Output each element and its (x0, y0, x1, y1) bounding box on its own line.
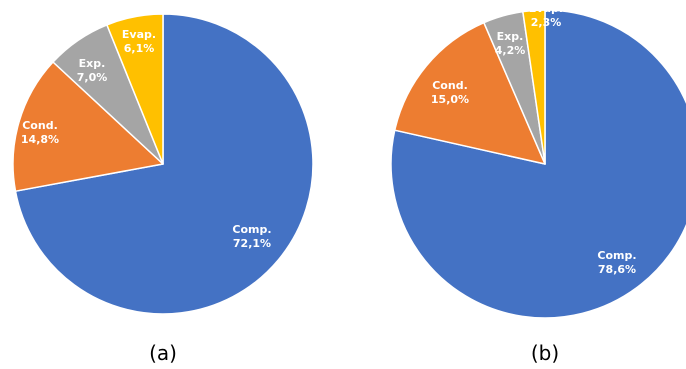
slice-label-comp: Comp. (232, 223, 271, 236)
pie-slice-evap (522, 9, 546, 165)
slice-value-comp: 78,6% (598, 263, 636, 276)
slice-label-evap: Evap. (122, 28, 156, 41)
slice-label-cond: Cond. (22, 119, 58, 132)
slice-label-evap: Evap. (529, 2, 563, 15)
pie-slice-comp (390, 9, 686, 319)
pie-chart-b: Comp.78,6% Cond.15,0% Exp.4,2% Evap.2,3% (390, 2, 686, 319)
caption-a: (a) (149, 341, 177, 365)
slice-label-exp: Exp. (497, 30, 524, 43)
pie-chart-a: Comp.72,1% Cond.14,8% Exp.7,0% Evap.6,1% (12, 13, 314, 315)
pie-slice-cond (12, 61, 164, 192)
slice-value-cond: 14,8% (21, 133, 59, 146)
slice-label-exp: Exp. (79, 57, 106, 70)
pie-slice-evap (106, 13, 164, 165)
slice-value-exp: 7,0% (77, 71, 108, 84)
pie-slice-cond (394, 21, 546, 165)
caption-b: (b) (531, 341, 559, 365)
slice-value-cond: 15,0% (431, 93, 469, 106)
pie-slice-comp (14, 13, 314, 315)
slice-value-evap: 6,1% (124, 42, 155, 55)
slice-value-comp: 72,1% (233, 237, 271, 250)
slice-value-exp: 4,2% (495, 44, 526, 57)
slice-value-evap: 2,3% (531, 16, 562, 29)
slice-label-comp: Comp. (597, 249, 636, 262)
slice-label-cond: Cond. (432, 79, 468, 92)
